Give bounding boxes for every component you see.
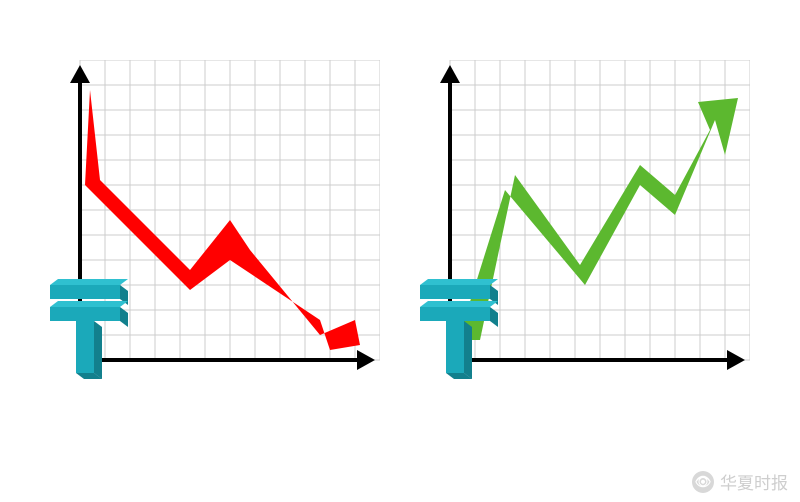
trend-arrow-down-icon (85, 90, 360, 350)
tenge-currency-icon (420, 279, 498, 379)
left-chart-down (50, 60, 380, 380)
watermark: 👁 华夏时报 (692, 469, 788, 494)
left-chart-svg (50, 60, 380, 380)
watermark-text: 华夏时报 (720, 469, 788, 494)
right-chart-svg (420, 60, 750, 380)
charts-container (0, 0, 800, 440)
axes (70, 65, 375, 370)
right-chart-up (420, 60, 750, 380)
axes (440, 65, 745, 370)
watermark-icon: 👁 (692, 471, 714, 493)
tenge-currency-icon (50, 279, 128, 379)
